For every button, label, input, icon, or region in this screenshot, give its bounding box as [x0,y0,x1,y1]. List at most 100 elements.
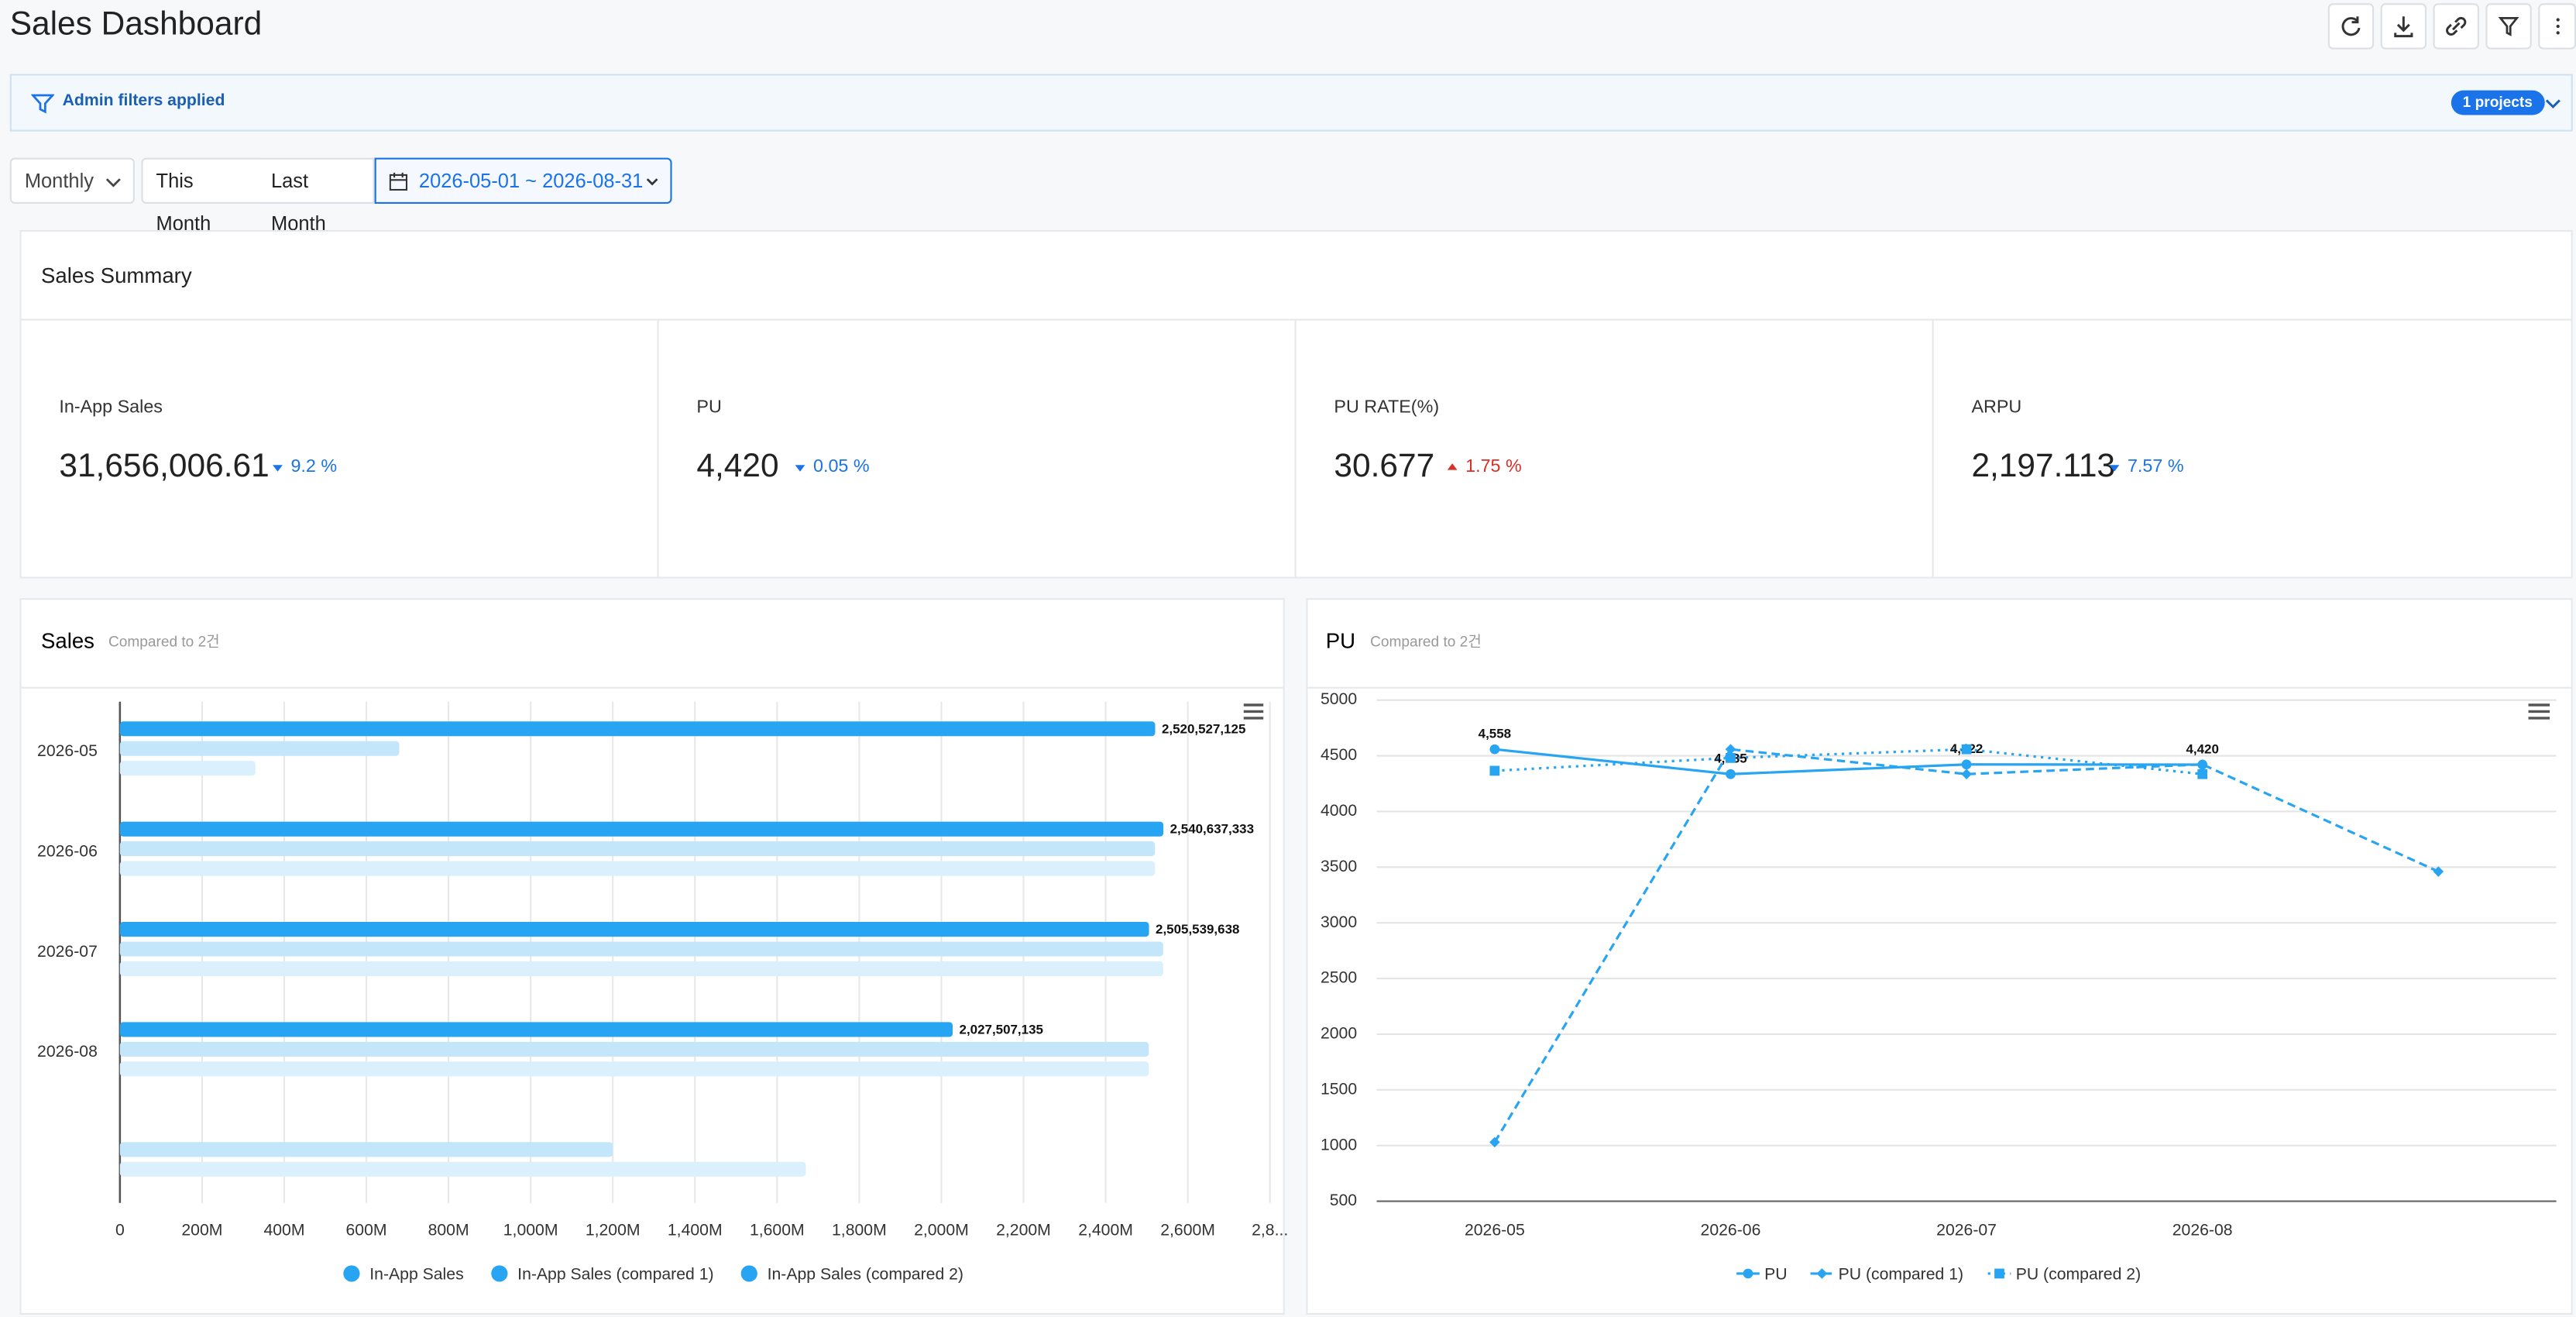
data-label: 2,540,637,333 [1170,822,1254,837]
date-range[interactable]: 2026-05-01 ~ 2026-08-31 [374,157,672,205]
point [1961,769,1972,780]
period-text: Monthly [24,169,94,193]
legend-marker [1994,1268,2004,1279]
x-tick-label: 2026-05 [1465,1221,1525,1239]
x-tick-label: 800M [428,1221,469,1239]
pu-panel [1306,598,2573,1315]
bar [119,761,256,776]
filter-label: Admin filters applied [62,91,225,111]
project-badge: 1 projects [2451,90,2544,115]
point [1961,744,1972,755]
x-tick-label: 2,600M [1160,1221,1215,1239]
bar [119,961,1163,976]
card-value: 2,197.113 [1971,449,2116,485]
legend-label: PU [1764,1266,1787,1284]
point [2196,758,2208,770]
period-select[interactable]: Monthly [9,157,135,205]
bar [119,841,1156,857]
y-tick-label: 4000 [1321,802,1357,820]
refresh-button[interactable] [2327,3,2375,50]
y-tick-label: 500 [1330,1191,1357,1209]
y-tick-label: 3000 [1321,913,1357,931]
last-month-button[interactable]: Last Month [258,157,375,235]
card-value: 30.677 [1334,449,1435,485]
bar [119,1161,806,1177]
menu-icon[interactable] [1243,703,1264,720]
y-tick-label: 2000 [1321,1025,1357,1043]
x-tick-label: 2026-06 [1701,1221,1761,1239]
this-month-button[interactable]: This Month [141,157,260,235]
more-button[interactable] [2538,3,2576,50]
x-tick-label: 2026-08 [2172,1221,2233,1239]
point [1489,744,1500,755]
legend-marker [740,1265,757,1282]
data-label: 4,558 [1479,727,1511,741]
legend-marker [343,1265,360,1282]
y-tick-label: 1500 [1321,1080,1357,1098]
menu-icon[interactable] [2528,703,2550,720]
line [1494,748,2203,775]
y-tick-label: 5000 [1321,690,1357,708]
data-label: 2,520,527,125 [1162,721,1245,736]
x-tick-label: 1,000M [503,1221,558,1239]
page-title: Sales Dashboard [9,6,263,43]
x-tick-label: 2,000M [914,1221,969,1239]
bar [119,1041,1149,1057]
filter-bar[interactable]: Admin filters applied 1 projects [9,74,2573,132]
x-tick-label: 2,200M [996,1221,1051,1239]
bar [119,741,400,756]
bar [119,941,1163,957]
card-change: 1.75 % [1465,456,1522,477]
card-change: 0.05 % [812,456,870,477]
x-tick-label: 600M [346,1221,387,1239]
card-label: PU RATE(%) [1334,397,1440,418]
point [1489,765,1500,776]
point [1961,759,1972,770]
summary-title: Sales Summary [41,263,192,288]
card-label: PU [696,397,722,418]
download-button[interactable] [2380,3,2427,50]
legend-label: PU (compared 2) [2016,1266,2141,1284]
y-tick-label: 2500 [1321,969,1357,987]
data-label: 2,027,507,135 [960,1022,1043,1037]
y-tick-label: 1000 [1321,1136,1357,1154]
line [1493,748,2439,1143]
card-value: 4,420 [696,449,779,485]
x-tick-label: 0 [115,1221,125,1239]
y-tick-label: 3500 [1321,858,1357,875]
bar [119,921,1149,937]
x-tick-label: 1,200M [586,1221,641,1239]
chart-title: PU [1326,629,1355,653]
chart-subtitle: Compared to 2건 [1370,633,1482,650]
filter-button[interactable] [2485,3,2532,50]
y-tick-label: 2026-08 [37,1043,98,1061]
legend-label: In-App Sales [369,1266,463,1284]
x-tick-label: 1,400M [668,1221,723,1239]
legend-marker [491,1265,508,1282]
legend-label: PU (compared 1) [1839,1266,1963,1284]
point [1726,753,1736,763]
bar [119,721,1156,737]
legend-marker [1816,1268,1828,1279]
chart-subtitle: Compared to 2건 [108,633,220,650]
point [1726,769,1736,779]
y-tick-label: 4500 [1321,746,1357,764]
legend-label: In-App Sales (compared 2) [768,1266,963,1284]
summary-panel: Sales Summary In-App Sales 31,656,006.61… [19,229,2573,579]
bar [119,1142,613,1157]
y-tick-label: 2026-06 [37,842,98,860]
data-label: 4,420 [2186,741,2218,756]
bar [119,821,1164,837]
card-label: ARPU [1971,397,2022,418]
point [2433,866,2444,877]
data-label: 2,505,539,638 [1156,922,1239,937]
y-tick-label: 2026-07 [37,943,98,961]
link-button[interactable] [2433,3,2479,50]
x-tick-label: 1,800M [832,1221,887,1239]
card-value: 31,656,006.61 [59,449,270,485]
date-range-text: 2026-05-01 ~ 2026-08-31 [418,169,644,193]
bar [119,1061,1149,1077]
